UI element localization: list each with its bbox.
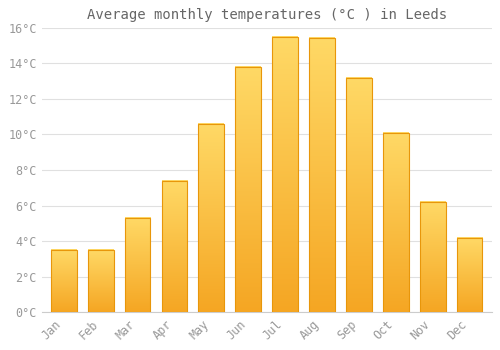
Bar <box>236 67 261 313</box>
Bar <box>88 250 114 313</box>
Bar <box>456 238 482 313</box>
Bar <box>198 124 224 313</box>
Bar <box>383 133 408 313</box>
Bar <box>162 181 188 313</box>
Bar <box>346 77 372 313</box>
Title: Average monthly temperatures (°C ) in Leeds: Average monthly temperatures (°C ) in Le… <box>86 8 446 22</box>
Bar <box>272 36 298 313</box>
Bar <box>51 250 76 313</box>
Bar <box>309 38 335 313</box>
Bar <box>124 218 150 313</box>
Bar <box>420 202 446 313</box>
